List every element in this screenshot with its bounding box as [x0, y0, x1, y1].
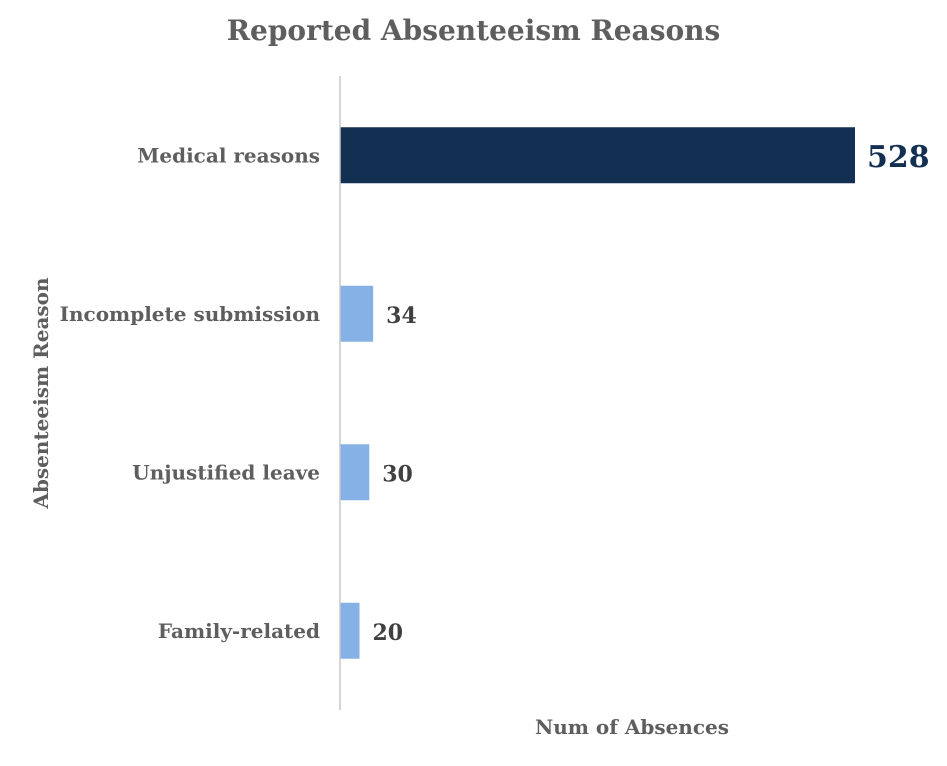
x-axis-title: Num of Absences [535, 715, 729, 739]
category-label: Medical reasons [137, 143, 320, 167]
data-label: 34 [386, 303, 417, 329]
category-label: Unjustified leave [132, 460, 320, 484]
bar-unjustified-leave [340, 444, 370, 501]
data-label: 528 [867, 140, 930, 175]
bars-layer: Medical reasons 528 Incomplete submission 3… [60, 127, 930, 659]
bar-medical-reasons [340, 127, 855, 184]
bar-incomplete-submission [340, 285, 374, 342]
y-axis-title: Absenteeism Reason [29, 277, 53, 510]
bar-family-related [340, 602, 360, 659]
category-label: Incomplete submission [60, 302, 321, 326]
data-label: 30 [382, 461, 413, 487]
chart-title: Reported Absenteeism Reasons [226, 14, 721, 47]
category-label: Family-related [158, 619, 320, 643]
data-label: 20 [373, 620, 404, 646]
